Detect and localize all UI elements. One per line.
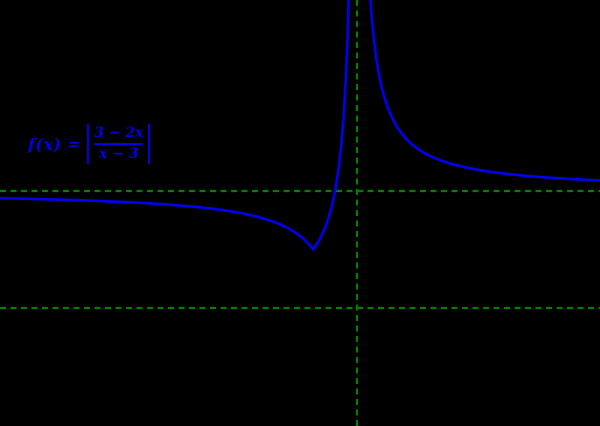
function-curve: [0, 0, 600, 251]
formula-lhs: f(x): [28, 134, 62, 154]
fraction-line: [94, 143, 144, 145]
function-formula: f(x) = 3 − 2x x − 3: [28, 122, 151, 166]
formula-equals-sign: =: [67, 135, 81, 153]
formula-fraction: 3 − 2x x − 3: [89, 124, 148, 163]
fraction-denominator: x − 3: [99, 146, 139, 162]
fraction-numerator: 3 − 2x: [94, 124, 144, 141]
abs-bar-right: [148, 124, 151, 164]
abs-bar-left: [87, 124, 90, 164]
